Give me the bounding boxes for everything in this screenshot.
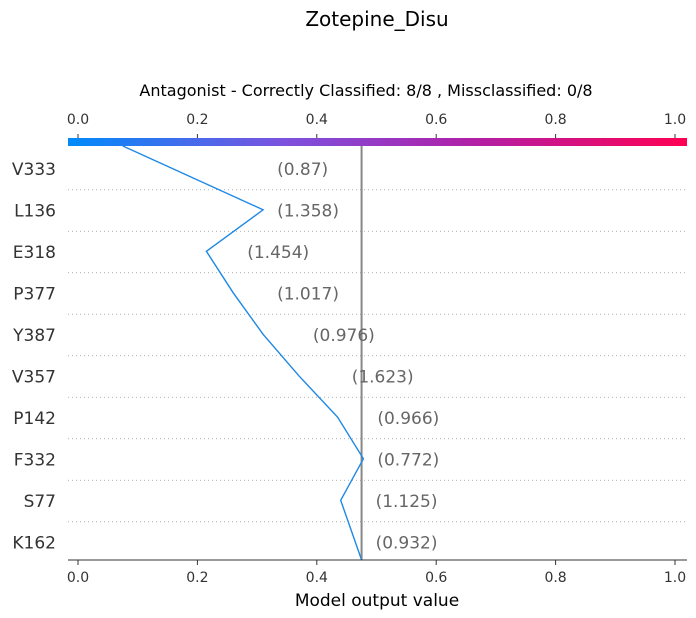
bottom-tick-label: 0.8: [544, 570, 566, 586]
feature-value-label: (0.87): [277, 160, 328, 180]
bottom-tick-label: 0.2: [186, 570, 208, 586]
feature-value-label: (1.017): [277, 285, 339, 305]
feature-value-label: (1.623): [352, 368, 414, 388]
decision-path: [122, 145, 365, 561]
top-tick-label: 1.0: [664, 112, 686, 128]
bottom-tick-label: 0.0: [67, 570, 89, 586]
top-tick-label: 0.6: [425, 112, 447, 128]
feature-value-label: (0.976): [313, 326, 375, 346]
feature-label-k162: K162: [12, 534, 56, 554]
feature-value-label: (0.932): [376, 534, 438, 554]
feature-label-v357: V357: [12, 368, 56, 388]
x-axis-label: Model output value: [295, 591, 459, 611]
feature-labels: V333 L136 E318 P377 Y387 V357 P142 F332 S77 K162: [12, 160, 56, 554]
top-tick-label: 0.4: [306, 112, 328, 128]
feature-value-label: (1.454): [247, 243, 309, 263]
feature-value-label: (0.966): [377, 409, 439, 429]
feature-value-label: (0.772): [377, 451, 439, 471]
feature-label-l136: L136: [14, 202, 56, 222]
feature-label-y387: Y387: [12, 326, 56, 346]
feature-value-labels: (0.87) (1.358) (1.454) (1.017) (0.976) (1.623…: [247, 160, 439, 554]
top-tick-label: 0.8: [544, 112, 566, 128]
feature-label-v333: V333: [12, 160, 56, 180]
feature-value-label: (1.125): [376, 492, 438, 512]
feature-label-p377: P377: [13, 285, 56, 305]
bottom-tick-label: 1.0: [664, 570, 686, 586]
bottom-tick-label: 0.4: [306, 570, 328, 586]
top-axis: 0.0 0.2 0.4 0.6 0.8 1.0: [67, 112, 686, 138]
feature-value-label: (1.358): [277, 202, 339, 222]
chart-subtitle: Antagonist - Correctly Classified: 8/8 ,…: [139, 81, 592, 100]
bottom-tick-label: 0.6: [425, 570, 447, 586]
feature-label-p142: P142: [13, 409, 56, 429]
feature-label-f332: F332: [14, 451, 56, 471]
feature-label-e318: E318: [13, 243, 56, 263]
colorbar: [68, 138, 687, 146]
feature-label-s77: S77: [24, 492, 56, 512]
bottom-axis: 0.0 0.2 0.4 0.6 0.8 1.0: [67, 560, 686, 586]
top-tick-label: 0.2: [186, 112, 208, 128]
top-tick-label: 0.0: [67, 112, 89, 128]
row-gridlines: [68, 189, 687, 523]
chart-title: Zotepine_Disu: [305, 7, 448, 31]
